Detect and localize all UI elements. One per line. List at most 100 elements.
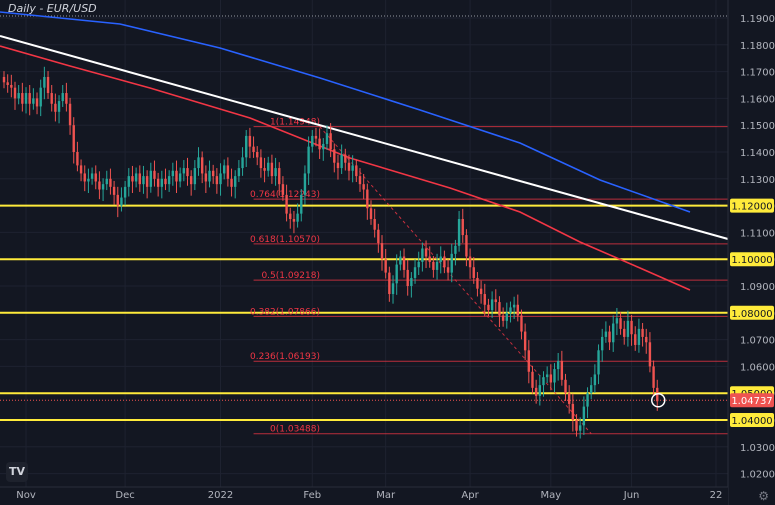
- candle-body: [380, 243, 384, 260]
- gear-icon[interactable]: ⚙: [758, 489, 769, 503]
- current-price-badge: [730, 393, 774, 408]
- price-axis[interactable]: 1.19000 1.18000 1.17000 1.16000 1.15000 1.140…: [727, 0, 775, 505]
- candle-body: [296, 213, 299, 222]
- y-tick-label: 1.14000: [740, 148, 775, 159]
- candle-body: [285, 194, 288, 214]
- candle-body: [267, 162, 270, 171]
- candle-body: [149, 170, 152, 187]
- y-tick-label: 1.15000: [740, 121, 775, 132]
- chart-title: Daily - EUR/USD: [8, 2, 97, 15]
- candle-body: [252, 146, 255, 152]
- candle-body: [57, 101, 61, 112]
- candle-body: [182, 168, 186, 174]
- candle-body: [208, 170, 211, 182]
- candle-body: [46, 76, 50, 94]
- candle-body: [652, 366, 655, 388]
- candle-body: [237, 168, 241, 177]
- candle-body: [160, 178, 164, 187]
- candle-body: [571, 403, 575, 420]
- candle-body: [145, 176, 149, 187]
- candle-body: [230, 178, 233, 187]
- candle-body: [120, 197, 123, 206]
- candle-body: [329, 133, 332, 150]
- candle-body: [410, 277, 413, 286]
- candle-body: [189, 176, 193, 185]
- candle-body: [193, 168, 197, 185]
- fib-level-label: 1(1.14948): [270, 118, 320, 128]
- fib-level-label: 0.382(1.07866): [250, 307, 320, 317]
- candle-body: [204, 173, 208, 182]
- candle-body: [358, 176, 362, 185]
- candle-body: [402, 256, 406, 270]
- y-tick-label: 1.03000: [740, 443, 775, 454]
- moving-average-200: [0, 11, 691, 213]
- candle-body: [355, 165, 358, 177]
- candle-body: [608, 331, 611, 343]
- candle-body: [116, 194, 119, 206]
- y-tick-label: 1.09000: [740, 282, 775, 293]
- candle-body: [406, 269, 409, 286]
- candle-body: [391, 283, 395, 295]
- candle-body: [556, 361, 560, 370]
- candle-body: [413, 267, 417, 278]
- candle-body: [582, 406, 586, 426]
- candle-body: [597, 350, 600, 375]
- candle-body: [211, 170, 215, 177]
- fib-level-label: 0.5(1.09218): [261, 271, 320, 281]
- candle-body: [300, 194, 303, 214]
- tradingview-logo-icon[interactable]: TV: [6, 462, 28, 482]
- candle-body: [601, 336, 604, 351]
- candle-body: [289, 213, 292, 219]
- candle-body: [270, 162, 274, 177]
- candle-body: [399, 256, 402, 265]
- candle-body: [142, 176, 145, 185]
- x-tick-label: May: [540, 490, 561, 501]
- candle-body: [586, 393, 589, 407]
- candle-body: [318, 138, 321, 150]
- moving-average-100: [0, 45, 691, 291]
- candle-body: [523, 331, 527, 351]
- candle-body: [248, 135, 252, 147]
- candle-body: [6, 82, 9, 85]
- candle-body: [457, 219, 461, 246]
- y-tick-label: 1.02000: [740, 470, 775, 481]
- x-tick-label: Apr: [461, 490, 479, 501]
- candle-body: [303, 173, 307, 195]
- candle-body: [461, 219, 464, 236]
- fib-trend-line: [319, 126, 592, 435]
- x-tick-label: 22: [710, 490, 723, 501]
- descending-trendline: [0, 35, 729, 240]
- time-axis[interactable]: Nov Dec 2022 Feb Mar Apr May Jun 22: [0, 486, 728, 505]
- candle-body: [127, 176, 130, 187]
- candle-body: [226, 165, 230, 179]
- candle-body: [131, 176, 134, 182]
- candle-body: [311, 135, 314, 147]
- candle-body: [278, 168, 281, 185]
- candle-body: [494, 299, 497, 303]
- candle-body: [336, 162, 340, 169]
- candle-body: [333, 149, 336, 163]
- level-price-label: 1.10000: [731, 255, 772, 266]
- candle-body: [138, 173, 141, 185]
- candle-body: [637, 328, 641, 345]
- candle-body: [501, 315, 505, 321]
- y-tick-label: 1.11000: [740, 228, 775, 239]
- candle-body: [538, 385, 542, 396]
- candle-body: [105, 178, 108, 185]
- candle-body: [454, 245, 457, 254]
- y-tick-label: 1.19000: [740, 14, 775, 25]
- candle-body: [432, 261, 435, 270]
- x-tick-label: Dec: [115, 490, 134, 501]
- candle-body: [50, 93, 53, 104]
- fib-level-label: 0.764(1.12243): [250, 190, 320, 200]
- candle-body: [325, 133, 329, 144]
- candle-body: [567, 393, 571, 404]
- candle-body: [512, 304, 516, 308]
- candle-body: [83, 173, 86, 182]
- candle-body: [200, 157, 204, 174]
- x-tick-label: Nov: [16, 490, 36, 501]
- y-tick-label: 1.07000: [740, 336, 775, 347]
- fib-level-label: 0(1.03488): [270, 425, 320, 435]
